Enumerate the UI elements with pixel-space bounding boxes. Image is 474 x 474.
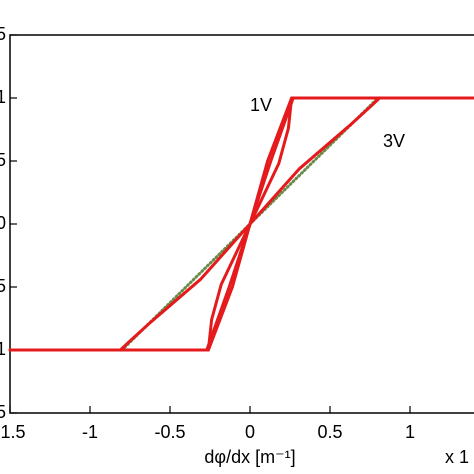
x-axis-label: dφ/dx [m⁻¹] bbox=[204, 447, 295, 467]
y-tick-label: -1.5 bbox=[0, 402, 6, 422]
plot-frame bbox=[9, 34, 474, 414]
x-tick-label: 0 bbox=[245, 422, 255, 442]
y-tick-label: -0.5 bbox=[0, 276, 6, 296]
y-tick-label: 1.5 bbox=[0, 24, 6, 44]
curve bbox=[118, 96, 294, 352]
y-tick-label: 1 bbox=[0, 87, 6, 107]
x-tick-label: -1 bbox=[82, 422, 98, 442]
x-tick-label: -1.5 bbox=[0, 422, 26, 442]
curve bbox=[206, 96, 382, 352]
x-tick-label: 1 bbox=[405, 422, 415, 442]
y-tick-label: -1 bbox=[0, 339, 6, 359]
x-tick-label: -0.5 bbox=[154, 422, 185, 442]
y-tick-label: 0.5 bbox=[0, 150, 6, 170]
x-multiplier: x 1 bbox=[445, 447, 469, 467]
y-tick-label: 0 bbox=[0, 213, 6, 233]
x-tick-label: 0.5 bbox=[317, 422, 342, 442]
annotation: 3V bbox=[383, 131, 405, 151]
annotation: 1V bbox=[250, 95, 272, 115]
